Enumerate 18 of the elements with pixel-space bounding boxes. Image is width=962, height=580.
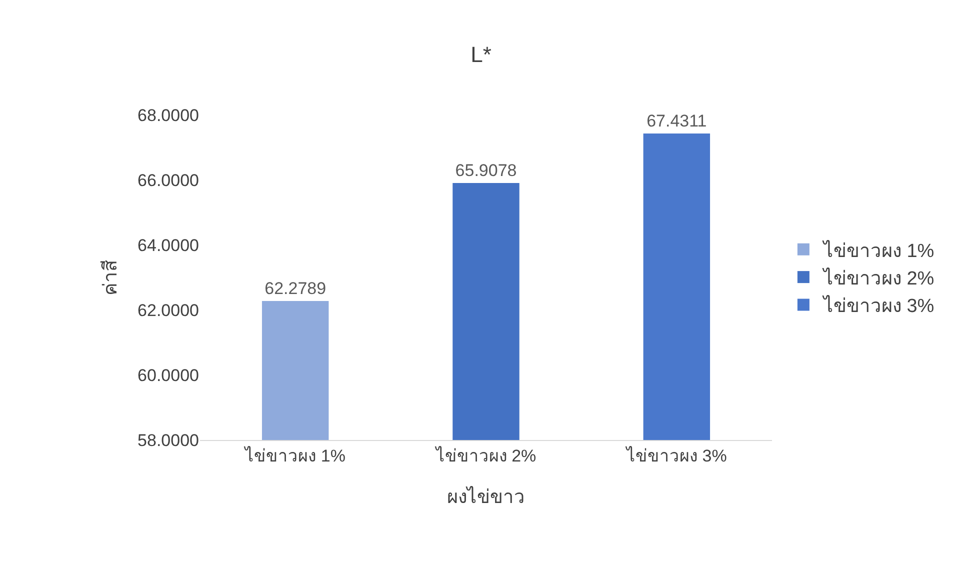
y-tick-label: 66.0000 bbox=[138, 170, 199, 190]
legend-label: ไข่ขาวผง 3% bbox=[821, 295, 934, 318]
x-tick-label: ไข่ขาวผง 3% bbox=[624, 445, 727, 466]
x-tick-label: ไข่ขาวผง 1% bbox=[243, 445, 346, 466]
y-axis-title: ค่าสี bbox=[99, 260, 122, 296]
x-tick-label: ไข่ขาวผง 2% bbox=[434, 445, 536, 466]
y-tick-label: 64.0000 bbox=[138, 236, 199, 255]
data-label: 67.4311 bbox=[646, 111, 707, 130]
chart-title: L* bbox=[470, 42, 492, 67]
legend-label: ไข่ขาวผง 2% bbox=[821, 267, 934, 290]
legend-label: ไข่ขาวผง 1% bbox=[821, 240, 934, 262]
y-tick-label: 62.0000 bbox=[138, 300, 199, 320]
x-axis-title: ผงไข่ขาว bbox=[447, 486, 525, 508]
y-tick-label: 58.0000 bbox=[138, 430, 199, 450]
y-tick-label: 60.0000 bbox=[138, 366, 199, 385]
data-label: 62.2789 bbox=[264, 278, 326, 298]
y-tick-label: 68.0000 bbox=[138, 106, 199, 125]
data-label: 65.9078 bbox=[455, 161, 517, 180]
